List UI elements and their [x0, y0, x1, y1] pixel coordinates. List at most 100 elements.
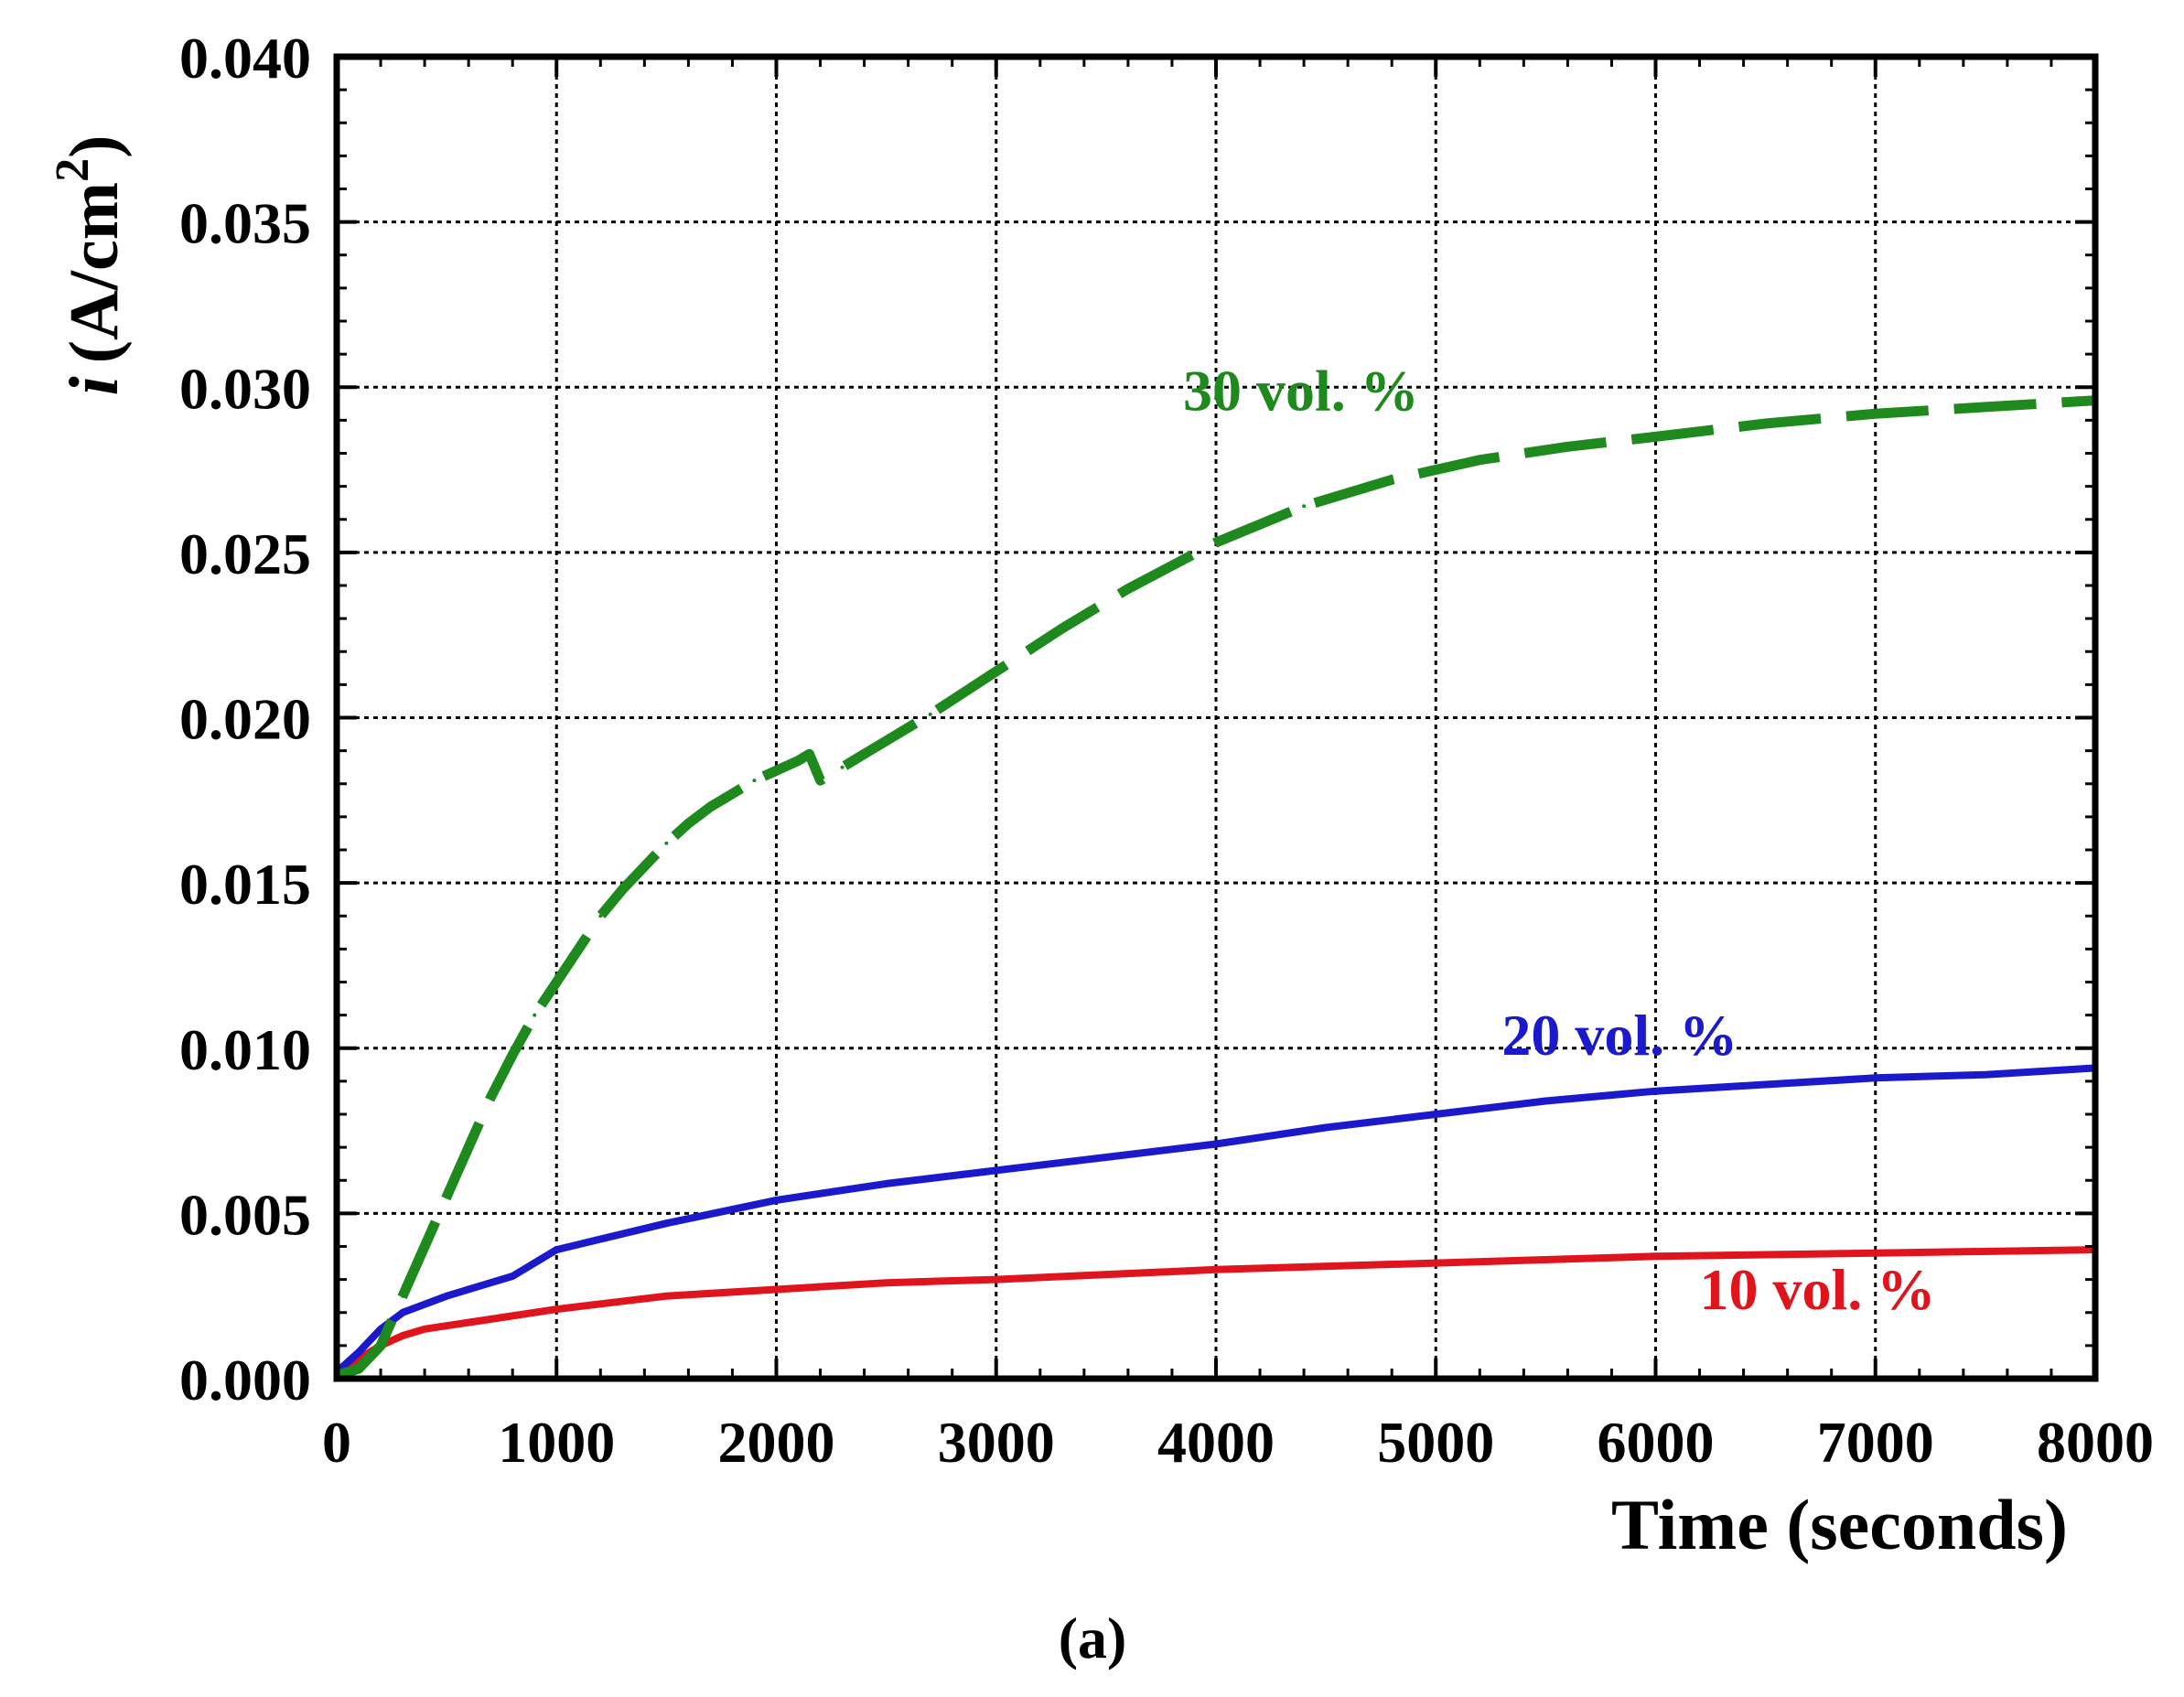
- data-point-30-vol: [598, 914, 603, 918]
- data-point-30-vol: [818, 779, 823, 783]
- y-tick-label: 0.030: [179, 356, 311, 421]
- data-point-30-vol: [1565, 445, 1570, 449]
- data-point-10-vol: [994, 1277, 998, 1282]
- data-point-30-vol: [554, 980, 559, 984]
- y-tick-label: 0.010: [179, 1017, 311, 1082]
- data-point-30-vol: [1125, 586, 1130, 591]
- data-point-10-vol: [489, 1316, 493, 1321]
- data-point-10-vol: [554, 1307, 559, 1312]
- data-point-30-vol: [1983, 404, 1987, 409]
- data-point-10-vol: [445, 1324, 449, 1328]
- data-point-30-vol: [1653, 435, 1658, 439]
- data-point-30-vol: [423, 1244, 427, 1249]
- data-point-30-vol: [511, 1052, 515, 1057]
- data-point-20-vol: [1873, 1076, 1877, 1080]
- y-tick-label: 0.020: [179, 687, 311, 752]
- y-tick-label: 0.040: [179, 26, 311, 91]
- figure-caption: (a): [1059, 1606, 1127, 1670]
- data-point-10-vol: [401, 1334, 405, 1338]
- data-point-20-vol: [533, 1261, 537, 1265]
- data-point-20-vol: [1544, 1099, 1548, 1103]
- data-point-30-vol: [686, 822, 691, 826]
- data-point-30-vol: [730, 791, 735, 796]
- data-point-10-vol: [1434, 1261, 1438, 1265]
- data-point-30-vol: [1478, 457, 1482, 462]
- data-point-20-vol: [774, 1198, 779, 1202]
- data-point-30-vol: [1390, 478, 1394, 482]
- x-tick-label: 5000: [1377, 1410, 1494, 1475]
- y-tick-label: 0.025: [179, 521, 311, 586]
- data-point-20-vol: [1653, 1089, 1658, 1093]
- data-point-10-vol: [884, 1281, 888, 1285]
- data-point-30-vol: [862, 752, 866, 757]
- data-point-20-vol: [1983, 1072, 1987, 1077]
- data-point-30-vol: [884, 738, 888, 743]
- x-tick-label: 7000: [1817, 1410, 1934, 1475]
- data-point-30-vol: [1873, 412, 1877, 416]
- data-point-20-vol: [1434, 1112, 1438, 1116]
- data-point-30-vol: [445, 1195, 449, 1199]
- data-point-10-vol: [1873, 1251, 1877, 1255]
- data-point-20-vol: [511, 1274, 515, 1279]
- data-point-30-vol: [708, 805, 713, 810]
- data-point-30-vol: [1763, 421, 1768, 425]
- data-point-20-vol: [1103, 1155, 1108, 1159]
- x-tick-label: 3000: [938, 1410, 1055, 1475]
- data-point-30-vol: [467, 1145, 471, 1150]
- data-point-30-vol: [401, 1294, 405, 1298]
- grid: [337, 57, 2095, 1379]
- data-point-30-vol: [379, 1343, 383, 1348]
- data-point-20-vol: [1763, 1082, 1768, 1087]
- x-tick-label: 2000: [718, 1410, 835, 1475]
- data-point-30-vol: [642, 865, 647, 869]
- data-point-10-vol: [1653, 1254, 1658, 1259]
- data-point-20-vol: [401, 1310, 405, 1315]
- series-layer: [334, 395, 2097, 1380]
- y-tick-label: 0.000: [179, 1348, 311, 1412]
- y-axis-symbol: i: [56, 376, 133, 395]
- data-point-30-vol: [994, 669, 998, 673]
- data-point-20-vol: [884, 1181, 888, 1186]
- data-point-20-vol: [489, 1281, 493, 1285]
- data-point-30-vol: [928, 712, 932, 716]
- x-tick-label: 6000: [1598, 1410, 1715, 1475]
- x-tick-label: 1000: [498, 1410, 615, 1475]
- y-tick-label: 0.015: [179, 852, 311, 917]
- data-point-20-vol: [554, 1248, 559, 1252]
- data-point-30-vol: [807, 752, 812, 757]
- tick-labels: 0 1000 2000 3000 4000 5000 6000 7000 8000 0.000 0.…: [179, 26, 2154, 1475]
- data-point-20-vol: [445, 1294, 449, 1298]
- series-label-10-vol: 10 vol. %: [1700, 1257, 1936, 1322]
- data-point-30-vol: [1302, 504, 1307, 509]
- data-point-10-vol: [664, 1294, 669, 1298]
- data-point-20-vol: [357, 1350, 361, 1355]
- data-point-20-vol: [379, 1326, 383, 1331]
- data-point-30-vol: [774, 768, 779, 773]
- data-point-30-vol: [752, 779, 757, 783]
- data-point-30-vol: [840, 765, 845, 769]
- y-tick-label: 0.005: [179, 1182, 311, 1247]
- y-axis-title: i (A/cm2): [47, 135, 133, 396]
- data-point-20-vol: [664, 1221, 669, 1226]
- y-axis-unit-superscript: 2: [47, 158, 99, 182]
- y-axis-unit: (A/cm: [56, 182, 133, 363]
- data-point-30-vol: [533, 1013, 537, 1017]
- x-tick-label: 8000: [2037, 1410, 2154, 1475]
- x-tick-label: 4000: [1157, 1410, 1275, 1475]
- y-axis-unit-close: ): [56, 135, 133, 158]
- data-point-30-vol: [357, 1367, 361, 1371]
- data-point-10-vol: [774, 1287, 779, 1292]
- data-point-10-vol: [1214, 1267, 1218, 1272]
- data-point-20-vol: [1214, 1142, 1218, 1146]
- x-axis-title: Time (seconds): [1611, 1485, 2068, 1564]
- series-label-20-vol: 20 vol. %: [1501, 1003, 1738, 1068]
- ticks: [335, 55, 2097, 1380]
- series-label-30-vol: 30 vol. %: [1183, 359, 1419, 424]
- data-point-30-vol: [489, 1095, 493, 1100]
- data-point-30-vol: [620, 887, 625, 892]
- data-point-10-vol: [423, 1326, 427, 1331]
- y-tick-label: 0.035: [179, 191, 311, 256]
- data-point-30-vol: [576, 947, 581, 951]
